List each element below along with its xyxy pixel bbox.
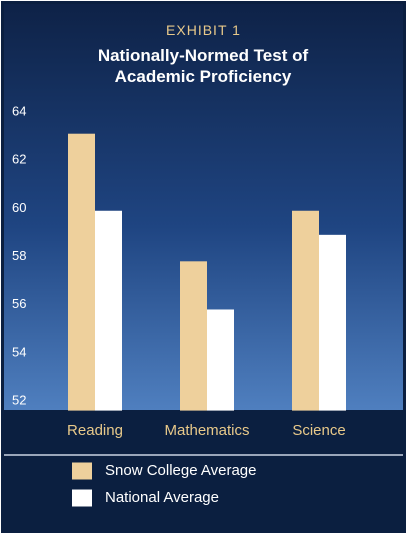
y-tick-label: 62: [12, 152, 26, 167]
y-tick-label: 64: [12, 103, 26, 118]
x-tick-label: Mathematics: [164, 422, 249, 439]
y-tick-label: 58: [12, 248, 26, 263]
category-band: [4, 410, 403, 452]
bar: [68, 133, 95, 411]
x-tick-label: Reading: [67, 422, 123, 439]
bar: [180, 261, 207, 411]
y-tick-label: 54: [12, 344, 26, 359]
legend-swatch: [72, 489, 92, 507]
chart-title: Nationally-Normed Test of Academic Profi…: [97, 46, 309, 86]
bar: [207, 309, 234, 411]
y-tick-label: 52: [12, 392, 26, 407]
bar: [292, 210, 319, 411]
chart-subtitle: EXHIBIT 1: [166, 22, 241, 38]
y-tick-label: 56: [12, 296, 26, 311]
bar: [319, 234, 346, 411]
legend-label: National Average: [105, 489, 219, 506]
legend-swatch: [72, 462, 92, 480]
legend-label: Snow College Average: [105, 462, 257, 479]
x-tick-label: Science: [292, 422, 345, 439]
y-tick-label: 60: [12, 200, 26, 215]
bar: [95, 210, 122, 411]
